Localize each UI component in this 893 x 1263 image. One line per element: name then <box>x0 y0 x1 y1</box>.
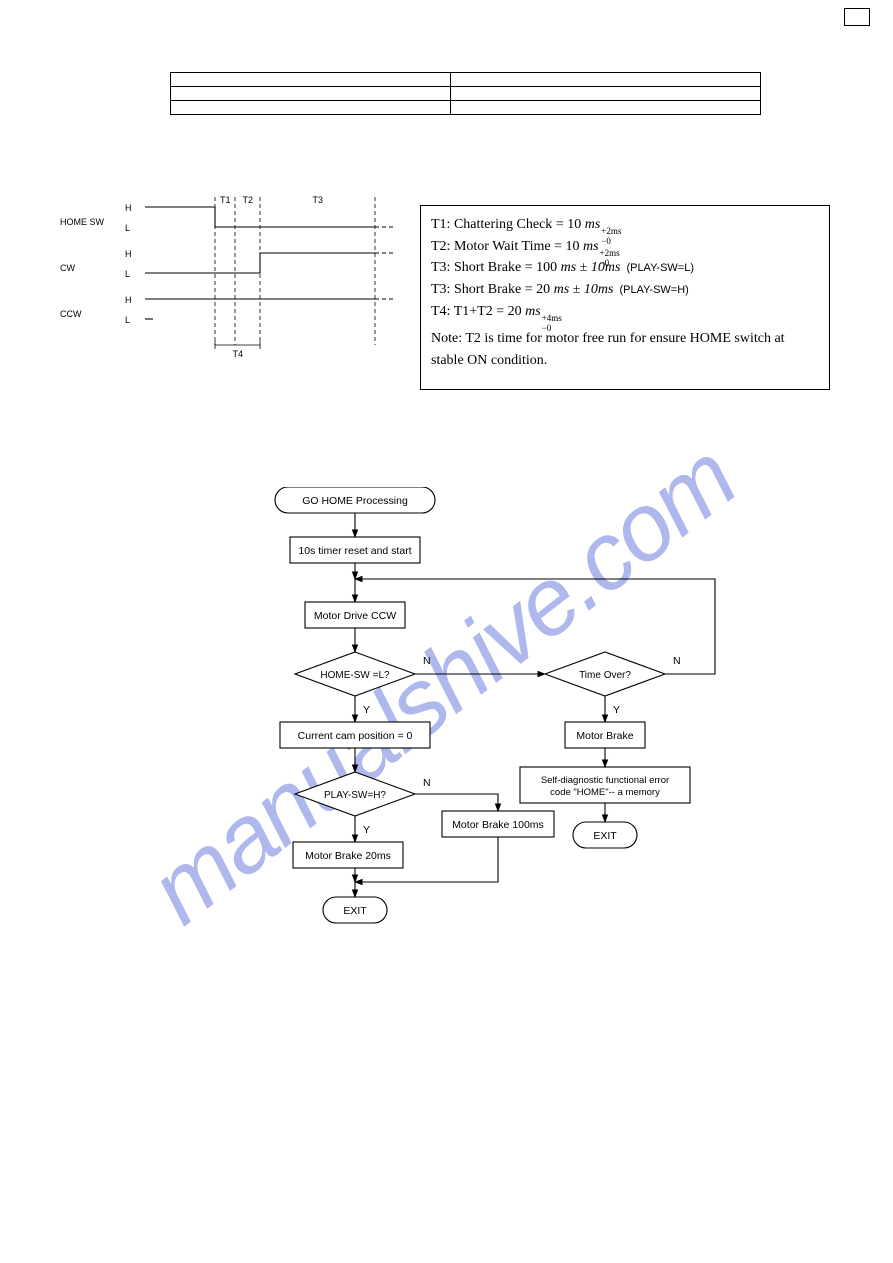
cell <box>171 101 451 115</box>
svg-text:T2: T2 <box>243 195 254 205</box>
svg-text:Motor Brake 20ms: Motor Brake 20ms <box>305 850 391 862</box>
svg-text:L: L <box>125 223 130 233</box>
svg-text:N: N <box>673 655 681 667</box>
flowchart-svg: GO HOME Processing 10s timer reset and st… <box>175 487 735 977</box>
svg-text:Self-diagnostic functional err: Self-diagnostic functional error <box>541 775 669 786</box>
flowchart: GO HOME Processing 10s timer reset and st… <box>175 487 735 977</box>
timing-svg: T1T2T3T4HLHLHL <box>60 195 395 370</box>
svg-text:N: N <box>423 777 431 789</box>
svg-text:EXIT: EXIT <box>593 830 617 842</box>
svg-text:Time Over?: Time Over? <box>579 670 631 681</box>
svg-text:H: H <box>125 203 132 213</box>
svg-text:L: L <box>125 269 130 279</box>
svg-text:H: H <box>125 295 132 305</box>
svg-text:code "HOME"-- a memory: code "HOME"-- a memory <box>550 787 660 798</box>
svg-text:N: N <box>423 655 431 667</box>
header-table <box>170 72 761 115</box>
svg-text:H: H <box>125 249 132 259</box>
cell <box>171 87 451 101</box>
svg-text:GO HOME Processing: GO HOME Processing <box>302 495 408 507</box>
svg-text:HOME-SW =L?: HOME-SW =L? <box>320 670 390 681</box>
cell <box>451 73 761 87</box>
cell <box>451 87 761 101</box>
svg-text:PLAY-SW=H?: PLAY-SW=H? <box>324 790 386 801</box>
cell <box>451 101 761 115</box>
svg-text:Y: Y <box>363 704 370 716</box>
svg-text:T3: T3 <box>313 195 324 205</box>
svg-text:10s timer reset and start: 10s timer reset and start <box>298 545 411 557</box>
parameter-box: T1: Chattering Check = 10 ms+2ms−0T2: Mo… <box>420 205 830 390</box>
page-corner-box <box>844 8 870 26</box>
svg-text:Current cam position = 0: Current cam position = 0 <box>298 730 413 742</box>
svg-text:L: L <box>125 315 130 325</box>
svg-text:Motor Brake: Motor Brake <box>576 730 633 742</box>
svg-text:Motor Drive CCW: Motor Drive CCW <box>314 610 396 622</box>
svg-text:EXIT: EXIT <box>343 905 367 917</box>
svg-text:Y: Y <box>613 704 620 716</box>
cell <box>171 73 451 87</box>
timing-diagram: HOME SW CW CCW T1T2T3T4HLHLHL <box>60 195 395 370</box>
svg-text:Y: Y <box>363 824 370 836</box>
svg-text:T1: T1 <box>220 195 231 205</box>
svg-text:Motor Brake 100ms: Motor Brake 100ms <box>452 819 544 831</box>
svg-text:T4: T4 <box>233 349 244 359</box>
